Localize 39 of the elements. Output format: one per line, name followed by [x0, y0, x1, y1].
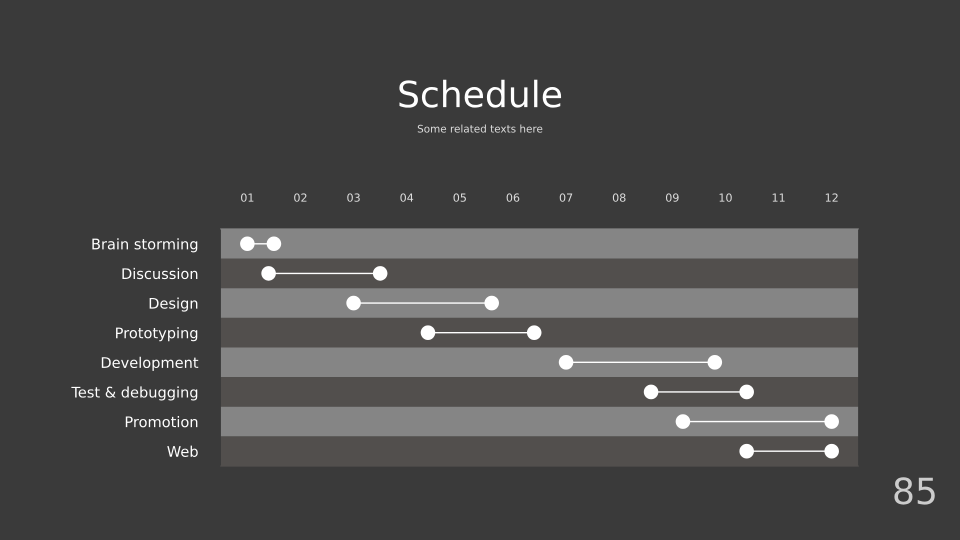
- x-tick-label: 12: [826, 193, 838, 202]
- x-tick-label: 05: [454, 193, 466, 202]
- x-tick-label: 02: [294, 193, 306, 202]
- chart-title: Schedule: [399, 80, 562, 108]
- point: [346, 296, 361, 310]
- y-tick-label: Development: [102, 356, 198, 371]
- y-tick-label: Test & debugging: [71, 386, 198, 401]
- point: [484, 296, 499, 310]
- y-tick-label: Brain storming: [92, 238, 198, 252]
- point: [261, 266, 276, 281]
- x-tick-label: 09: [666, 193, 679, 202]
- x-tick-label: 04: [400, 193, 414, 202]
- point: [824, 444, 839, 458]
- point: [644, 384, 658, 400]
- point: [708, 355, 722, 370]
- y-tick-label: Design: [150, 298, 198, 312]
- chart-subtitle: Some related texts here: [418, 124, 542, 133]
- point: [676, 414, 690, 429]
- text: 85: [894, 477, 935, 505]
- point: [739, 444, 754, 458]
- x-tick-label: 03: [347, 193, 360, 202]
- y-tick-label: Prototyping: [116, 327, 198, 342]
- point: [420, 325, 436, 340]
- point: [526, 325, 542, 340]
- x-tick-label: 07: [560, 193, 572, 202]
- x-tick-label: 06: [506, 193, 520, 202]
- x-tick-label: 01: [241, 193, 254, 202]
- x-tick-label: 10: [720, 193, 732, 202]
- x-tick-label: 08: [612, 193, 626, 202]
- point: [824, 414, 839, 429]
- y-tick-label: Discussion: [122, 268, 198, 280]
- point: [372, 266, 388, 281]
- point: [739, 384, 754, 400]
- point: [558, 355, 574, 370]
- point: [266, 236, 282, 252]
- y-tick-label: Promotion: [126, 416, 198, 428]
- x-tick-label: 11: [772, 194, 785, 202]
- point: [240, 236, 255, 252]
- y-tick-label: Web: [167, 446, 198, 457]
